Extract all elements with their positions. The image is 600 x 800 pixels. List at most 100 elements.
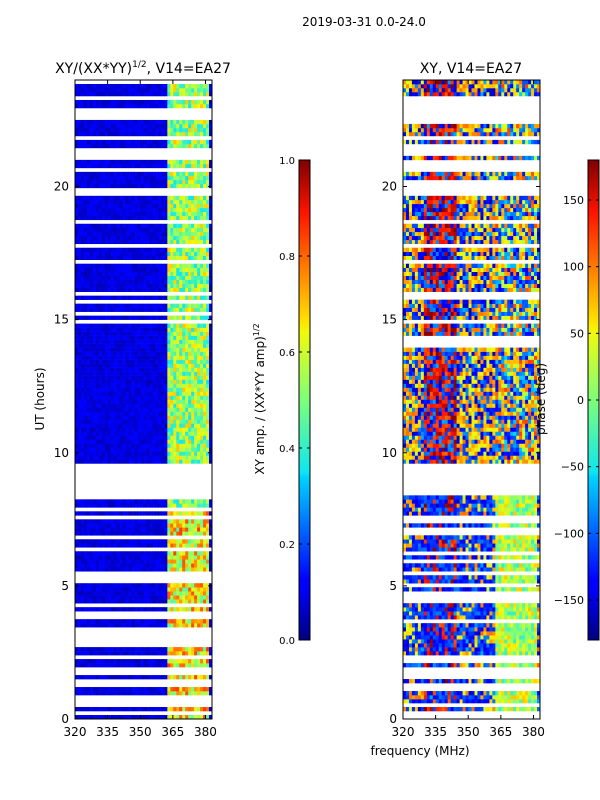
heatmap-cell — [188, 427, 192, 432]
heatmap-cell — [185, 431, 189, 436]
heatmap-cell — [143, 715, 147, 719]
heatmap-cell — [161, 419, 165, 424]
heatmap-cell — [131, 159, 135, 165]
heatmap-cell — [146, 295, 150, 300]
heatmap-cell — [92, 399, 97, 404]
heatmap-cell — [75, 351, 79, 356]
heatmap-cell — [206, 235, 210, 241]
heatmap-cell — [161, 599, 165, 604]
heatmap-cell — [197, 283, 201, 288]
heatmap-cell — [179, 395, 183, 400]
heatmap-cell — [116, 287, 121, 292]
heatmap-cell — [179, 283, 183, 288]
heatmap-cell — [152, 715, 156, 719]
heatmap-cell — [146, 675, 150, 680]
heatmap-cell — [131, 419, 135, 424]
heatmap-cell — [116, 555, 121, 560]
heatmap-cell — [110, 707, 115, 712]
heatmap-cell — [98, 459, 103, 464]
heatmap-cell — [200, 371, 204, 376]
heatmap-cell — [131, 91, 135, 97]
heatmap-cell — [83, 623, 88, 628]
heatmap-cell — [167, 271, 171, 276]
heatmap-cell — [83, 199, 88, 205]
heatmap-cell — [92, 83, 97, 89]
heatmap-cell — [116, 379, 121, 384]
heatmap-cell — [125, 391, 130, 396]
heatmap-cell — [122, 183, 127, 189]
heatmap-cell — [110, 295, 115, 300]
heatmap-cell — [83, 331, 88, 336]
heatmap-cell — [143, 595, 147, 600]
heatmap-cell — [122, 279, 127, 284]
heatmap-cell — [179, 215, 183, 221]
heatmap-cell — [86, 347, 91, 352]
heatmap-cell — [101, 315, 106, 320]
heatmap-cell — [161, 211, 165, 217]
heatmap-cell — [176, 531, 180, 536]
heatmap-cell — [149, 439, 153, 444]
heatmap-cell — [158, 247, 162, 253]
heatmap-cell — [77, 363, 82, 368]
heatmap-cell — [125, 255, 130, 261]
heatmap-cell — [164, 343, 168, 348]
heatmap-cell — [101, 303, 106, 308]
heatmap-cell — [179, 591, 183, 596]
heatmap-cell — [146, 391, 150, 396]
heatmap-cell — [191, 647, 195, 652]
heatmap-cell — [125, 223, 130, 229]
heatmap-cell — [119, 127, 124, 133]
heatmap-cell — [80, 399, 85, 404]
heatmap-cell — [182, 143, 186, 149]
heatmap-cell — [429, 707, 434, 712]
heatmap-cell — [131, 559, 135, 564]
heatmap-cell — [122, 555, 127, 560]
heatmap-cell — [77, 427, 82, 432]
heatmap-cell — [167, 235, 171, 241]
heatmap-cell — [113, 455, 118, 460]
heatmap-cell — [140, 563, 144, 568]
heatmap-cell — [89, 279, 94, 284]
heatmap-cell — [179, 267, 183, 272]
heatmap-cell — [113, 159, 118, 165]
heatmap-cell — [89, 519, 94, 524]
heatmap-cell — [191, 443, 195, 448]
heatmap-cell — [191, 251, 195, 257]
heatmap-cell — [95, 503, 100, 508]
heatmap-cell — [164, 503, 168, 508]
heatmap-cell — [164, 587, 168, 592]
heatmap-cell — [119, 303, 124, 308]
heatmap-cell — [98, 563, 103, 568]
heatmap-cell — [152, 447, 156, 452]
heatmap-cell — [134, 427, 138, 432]
heatmap-cell — [173, 231, 177, 237]
heatmap-cell — [110, 559, 115, 564]
heatmap-cell — [110, 159, 115, 165]
heatmap-cell — [128, 251, 132, 257]
heatmap-cell — [98, 431, 103, 436]
heatmap-cell — [194, 415, 198, 420]
heatmap-cell — [167, 199, 171, 205]
heatmap-cell — [116, 503, 121, 508]
heatmap-cell — [77, 531, 82, 536]
heatmap-cell — [158, 423, 162, 428]
heatmap-cell — [104, 707, 109, 712]
heatmap-cell — [113, 327, 118, 332]
heatmap-cell — [119, 199, 124, 205]
heatmap-cell — [98, 707, 103, 712]
heatmap-cell — [209, 567, 212, 572]
heatmap-cell — [140, 139, 144, 145]
heatmap-cell — [92, 715, 97, 719]
heatmap-cell — [125, 359, 130, 364]
heatmap-cell — [113, 231, 118, 237]
heatmap-cell — [110, 207, 115, 213]
heatmap-cell — [77, 459, 82, 464]
heatmap-cell — [101, 555, 106, 560]
heatmap-cell — [158, 283, 162, 288]
heatmap-cell — [158, 419, 162, 424]
heatmap-cell — [98, 255, 103, 261]
heatmap-cell — [86, 143, 91, 149]
heatmap-cell — [104, 415, 109, 420]
heatmap-cell — [101, 183, 106, 189]
heatmap-cell — [140, 287, 144, 292]
